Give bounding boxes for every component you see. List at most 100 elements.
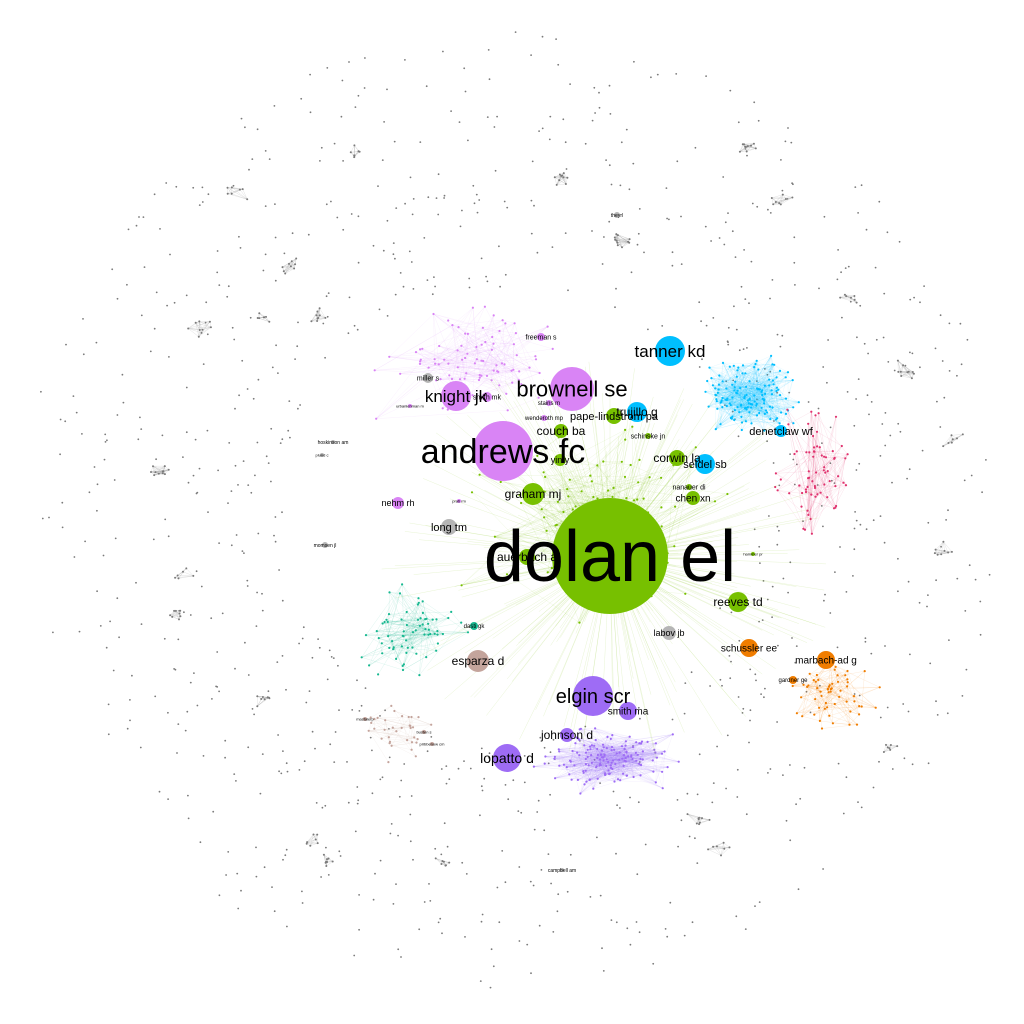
peripheral-node	[118, 636, 120, 639]
peripheral-node	[771, 616, 773, 619]
edge	[620, 771, 654, 781]
edge	[722, 362, 771, 420]
edge	[601, 750, 620, 753]
peripheral-node	[752, 142, 755, 145]
peripheral-node	[193, 672, 195, 674]
community-node	[741, 364, 745, 367]
edge	[718, 389, 763, 396]
edge	[732, 379, 770, 398]
peripheral-node	[950, 434, 953, 437]
peripheral-node	[225, 874, 228, 876]
community-node	[772, 383, 775, 386]
peripheral-node	[311, 730, 314, 733]
edge	[722, 397, 778, 419]
edge	[740, 381, 750, 389]
peripheral-node	[463, 67, 466, 70]
peripheral-node	[675, 73, 678, 75]
community-node	[631, 746, 635, 749]
peripheral-node	[769, 297, 771, 300]
peripheral-node	[384, 709, 386, 712]
community-node	[736, 406, 739, 409]
edge	[730, 404, 740, 413]
community-node	[714, 428, 717, 431]
community-node	[660, 752, 664, 755]
peripheral-node	[789, 764, 791, 766]
edge	[734, 419, 780, 424]
edge	[754, 395, 799, 403]
peripheral-node	[830, 479, 833, 482]
edge	[717, 392, 741, 406]
peripheral-node	[608, 220, 611, 223]
edge	[583, 767, 612, 773]
edge	[737, 384, 774, 391]
peripheral-node	[936, 400, 938, 403]
peripheral-node	[941, 360, 944, 362]
edge	[726, 388, 778, 419]
peripheral-node	[194, 438, 197, 441]
edge	[715, 360, 757, 389]
edge	[731, 409, 747, 419]
edge	[846, 295, 857, 303]
edge	[748, 403, 771, 420]
community-node	[609, 764, 612, 767]
edge	[556, 177, 568, 186]
peripheral-node	[520, 811, 523, 814]
community-node	[641, 750, 645, 753]
edge	[585, 770, 598, 779]
peripheral-node	[553, 176, 556, 179]
community-node	[618, 758, 621, 761]
peripheral-node	[852, 575, 854, 577]
community-node	[557, 748, 560, 751]
edge	[570, 743, 576, 762]
peripheral-node	[899, 430, 902, 433]
edge	[708, 381, 750, 407]
peripheral-node	[518, 866, 521, 868]
edge	[732, 384, 736, 411]
peripheral-node	[178, 618, 180, 621]
community-node	[595, 765, 598, 768]
peripheral-node	[753, 528, 756, 531]
peripheral-node	[758, 901, 761, 903]
peripheral-node	[754, 905, 756, 907]
peripheral-node	[669, 901, 672, 904]
edge	[717, 391, 762, 394]
edge	[772, 380, 787, 399]
peripheral-node	[602, 970, 605, 972]
peripheral-node	[599, 782, 601, 784]
edge	[195, 322, 211, 328]
community-node	[737, 366, 740, 369]
edge	[771, 194, 783, 199]
peripheral-node	[161, 472, 164, 475]
peripheral-node	[439, 917, 442, 920]
edge	[607, 736, 624, 774]
community-node	[551, 347, 554, 350]
peripheral-node	[934, 347, 937, 350]
community-node	[480, 343, 483, 346]
edge	[556, 177, 564, 185]
peripheral-node	[883, 292, 886, 295]
edge	[604, 738, 611, 756]
peripheral-node	[427, 196, 430, 199]
community-node	[744, 372, 747, 375]
peripheral-node	[868, 413, 870, 416]
peripheral-node	[566, 890, 569, 893]
peripheral-node	[347, 801, 350, 804]
peripheral-node	[591, 119, 594, 122]
peripheral-node	[776, 721, 778, 723]
edge	[901, 373, 914, 377]
edge	[620, 756, 632, 781]
peripheral-node	[742, 707, 745, 710]
community-node	[433, 358, 436, 361]
edge	[730, 389, 759, 419]
community-node	[630, 755, 633, 758]
peripheral-node	[434, 285, 436, 288]
edge	[712, 385, 719, 390]
peripheral-node	[227, 851, 230, 853]
edge	[625, 734, 673, 742]
community-node	[766, 411, 769, 414]
edge	[709, 367, 727, 389]
peripheral-node	[836, 278, 839, 281]
edge	[730, 390, 763, 406]
edge	[901, 375, 912, 379]
edge	[740, 381, 750, 389]
